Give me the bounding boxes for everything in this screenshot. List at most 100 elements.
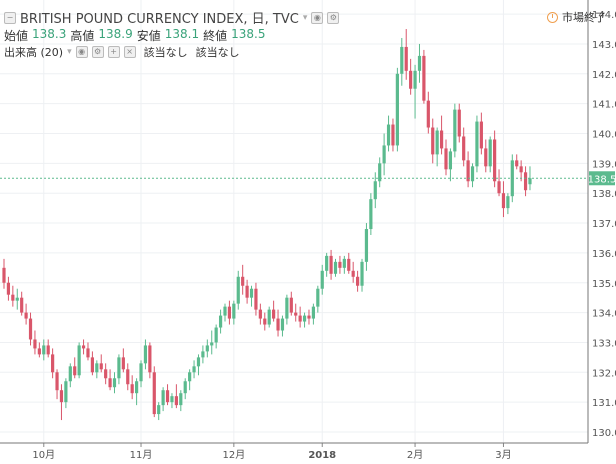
candle-body [400,46,404,74]
candle-body [245,285,249,298]
last-price-badge [589,171,615,186]
candle-body [276,318,280,331]
y-tick-label: 135.0 [592,279,616,290]
candle-body [33,339,37,349]
collapse-icon[interactable]: − [4,11,16,24]
candle-body [148,345,152,373]
ohlc-values: 始値 138.3 高値 138.9 安値 138.1 終値 138.5 [4,27,266,44]
close-value: 138.5 [231,27,266,41]
volume-indicator: 出来高 (20) ▾ ◉ ⚙ + × 該当なし 該当なし [4,44,240,60]
candle-body [90,357,94,373]
candle-body [497,181,501,194]
candle-body [351,270,355,277]
candle-body [386,124,391,146]
candle-body [360,261,364,286]
candle-body [382,145,386,164]
candle-body [307,315,311,319]
candle-body [227,306,232,319]
candle-body [369,199,373,230]
y-tick-label: 131.0 [592,398,616,409]
candle-body [73,366,77,376]
candle-body [342,258,346,268]
y-tick-label: 137.0 [592,219,616,230]
volume-value: 該当なし [143,46,188,59]
candle-body [77,345,81,376]
candle-body [484,148,488,167]
candle-body [214,327,218,343]
candle-body [51,354,55,373]
y-tick-label: 136.0 [592,249,616,260]
candle-body [64,381,68,403]
candle-body [311,306,315,319]
candle-body [364,229,369,262]
candle-body [320,270,324,289]
candle-body [2,267,6,283]
candle-body [20,297,24,313]
candle-body [254,288,258,310]
candle-body [439,130,444,149]
candle-body [126,369,130,385]
candle-body [493,139,497,182]
candle-body [68,366,72,382]
y-tick-label: 143.0 [592,40,616,51]
candle-body [413,70,417,89]
candle-body [99,363,103,370]
candle-body [152,372,156,415]
candle-body [81,345,86,349]
candle-body [108,378,112,388]
y-tick-label: 139.0 [592,159,616,170]
candle-body [263,318,267,325]
candle-body [183,381,187,394]
candle-body [356,276,360,286]
volume-value: 該当なし [195,46,240,59]
y-tick-label: 141.0 [592,100,616,111]
candle-body [201,351,205,358]
candle-body [417,55,422,71]
candle-body [466,160,470,182]
candle-body [165,390,170,403]
y-tick-label: 130.0 [592,428,616,439]
x-tick-label: 2月 [407,449,423,461]
candle-body [316,288,320,307]
candle-body [236,276,240,304]
x-tick-label: 10月 [32,449,55,461]
add-icon[interactable]: + [107,46,120,58]
candle-body [95,363,99,373]
candle-body [373,181,377,200]
candle-body [112,378,117,388]
visibility-icon[interactable]: ◉ [75,46,88,58]
candle-body [143,345,148,364]
candle-body [196,357,201,367]
candle-body [523,172,528,191]
visibility-icon[interactable]: ◉ [311,11,324,24]
candle-body [404,46,408,71]
candle-body [294,312,298,316]
candle-body [298,315,302,322]
clock-icon [547,11,558,23]
candle-body [338,261,342,268]
x-tick-label: 2018 [308,450,336,461]
candle-body [139,363,143,382]
chevron-down-icon[interactable]: ▾ [302,12,308,23]
chevron-down-icon[interactable]: ▾ [67,47,72,57]
settings-icon[interactable]: ⚙ [91,46,104,58]
x-tick-label: 12月 [222,449,245,461]
volume-label: 出来高 (20) [4,46,64,59]
market-status: 市場終了 [547,9,606,25]
candle-body [223,306,227,316]
candle-body [188,372,192,382]
low-label: 安値 [136,29,161,43]
market-status-label: 市場終了 [562,11,606,24]
candle-body [501,193,506,209]
candle-body [249,288,254,298]
candle-body [515,160,519,167]
candle-body [333,261,338,274]
candle-body [426,100,430,128]
settings-icon[interactable]: ⚙ [327,11,340,24]
close-icon[interactable]: × [123,46,136,58]
candle-body [6,282,11,295]
candle-body [15,297,19,301]
candle-body [192,366,196,373]
candle-body [117,357,121,379]
